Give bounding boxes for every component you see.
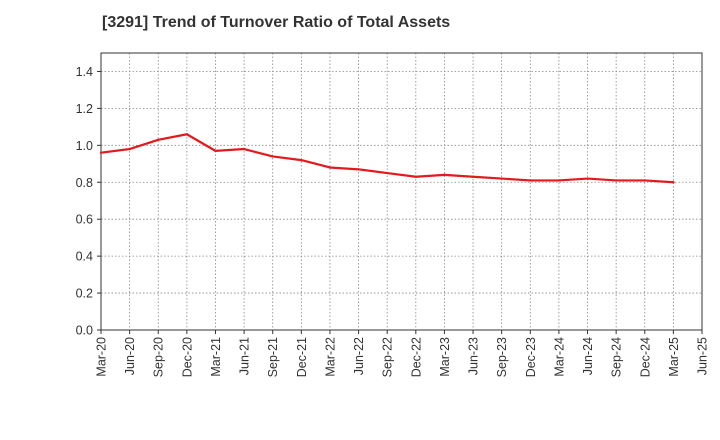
data-point [300,159,303,162]
data-point [672,181,675,184]
data-point [557,179,561,182]
x-tick-label: Mar-23 [438,337,452,377]
data-point [471,175,475,178]
data-point [443,173,446,176]
data-point [386,171,389,175]
x-tick-label: Jun-22 [352,337,366,375]
data-point [328,166,332,169]
chart-title: [3291] Trend of Turnover Ratio of Total … [102,14,451,31]
x-tick-label: Dec-21 [295,337,309,377]
data-point [271,155,274,158]
x-tick-label: Jun-24 [581,337,595,375]
data-point [414,175,417,178]
data-point [643,179,646,182]
data-point [615,179,618,182]
x-tick-label: Sep-23 [495,337,509,377]
x-axis: Mar-20 Jun-20 Sep-20 Dec-20 Mar-21 Jun-21 Sep-… [95,330,710,377]
x-tick-label: Mar-20 [95,337,109,377]
x-tick-label: Jun-20 [123,337,137,375]
x-tick-label: Dec-20 [180,337,194,377]
y-tick-label: 0.6 [76,213,93,227]
data-point [500,177,503,180]
y-tick-label: 0.0 [76,324,93,338]
x-tick-label: Dec-23 [524,337,538,377]
data-point [128,147,131,151]
data-point [242,147,246,151]
x-tick-label: Dec-24 [638,337,652,377]
data-point [357,168,360,171]
x-tick-label: Jun-25 [696,337,710,375]
y-tick-label: 0.8 [76,176,93,190]
data-point [99,151,103,154]
y-tick-label: 1.2 [76,102,93,116]
data-point [185,133,188,136]
series-layer [99,133,675,184]
y-tick-label: 1.4 [76,65,93,79]
data-point [214,149,217,152]
x-tick-label: Jun-21 [238,337,252,375]
x-tick-label: Sep-20 [152,337,166,377]
plot-area [101,53,702,330]
x-tick-label: Dec-22 [409,337,423,377]
data-point [157,138,160,141]
data-point [529,179,532,182]
x-tick-label: Jun-23 [467,337,481,375]
grid-layer [101,53,702,330]
y-axis: 0.0 0.2 0.4 0.6 0.8 1.0 1.2 1.4 [76,65,101,338]
y-tick-label: 0.2 [76,287,93,301]
data-point [586,177,589,180]
x-tick-label: Sep-24 [610,337,624,377]
y-tick-label: 0.4 [76,250,93,264]
x-tick-label: Mar-22 [323,337,337,377]
x-tick-label: Sep-21 [266,337,280,377]
x-tick-label: Sep-22 [381,337,395,377]
plot-border [100,52,703,331]
x-tick-label: Mar-24 [552,337,566,377]
x-tick-label: Mar-21 [209,337,223,377]
x-tick-label: Mar-25 [667,337,681,377]
y-tick-label: 1.0 [76,139,93,153]
